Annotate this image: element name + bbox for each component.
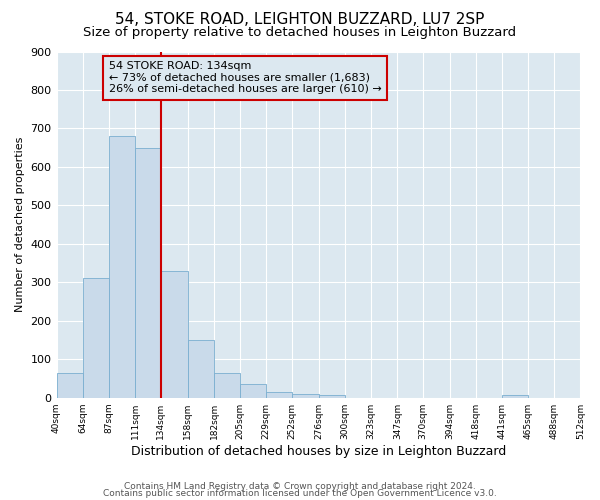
Text: Contains public sector information licensed under the Open Government Licence v3: Contains public sector information licen… — [103, 489, 497, 498]
Bar — [240, 384, 266, 398]
Text: 54 STOKE ROAD: 134sqm
← 73% of detached houses are smaller (1,683)
26% of semi-d: 54 STOKE ROAD: 134sqm ← 73% of detached … — [109, 61, 382, 94]
Bar — [188, 340, 214, 398]
Bar — [161, 271, 188, 398]
Bar — [266, 392, 292, 398]
X-axis label: Distribution of detached houses by size in Leighton Buzzard: Distribution of detached houses by size … — [131, 444, 506, 458]
Bar — [214, 374, 240, 398]
Bar — [56, 374, 83, 398]
Bar — [83, 278, 109, 398]
Bar — [319, 394, 345, 398]
Bar — [292, 394, 319, 398]
Bar — [109, 136, 136, 398]
Y-axis label: Number of detached properties: Number of detached properties — [15, 137, 25, 312]
Bar — [502, 394, 529, 398]
Text: 54, STOKE ROAD, LEIGHTON BUZZARD, LU7 2SP: 54, STOKE ROAD, LEIGHTON BUZZARD, LU7 2S… — [115, 12, 485, 28]
Text: Size of property relative to detached houses in Leighton Buzzard: Size of property relative to detached ho… — [83, 26, 517, 39]
Bar — [136, 148, 161, 398]
Text: Contains HM Land Registry data © Crown copyright and database right 2024.: Contains HM Land Registry data © Crown c… — [124, 482, 476, 491]
